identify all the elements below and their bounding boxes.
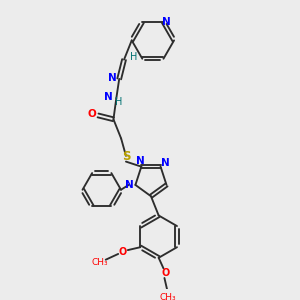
- Text: H: H: [115, 97, 122, 107]
- Text: N: N: [125, 180, 134, 190]
- Text: N: N: [108, 73, 117, 83]
- Text: O: O: [161, 268, 169, 278]
- Text: N: N: [104, 92, 113, 102]
- Text: H: H: [130, 52, 137, 62]
- Text: O: O: [119, 247, 127, 257]
- Text: S: S: [122, 150, 130, 163]
- Text: O: O: [88, 110, 97, 119]
- Text: N: N: [161, 158, 170, 168]
- Text: N: N: [136, 156, 145, 166]
- Text: CH₃: CH₃: [92, 258, 108, 267]
- Text: CH₃: CH₃: [160, 293, 177, 300]
- Text: N: N: [162, 17, 171, 27]
